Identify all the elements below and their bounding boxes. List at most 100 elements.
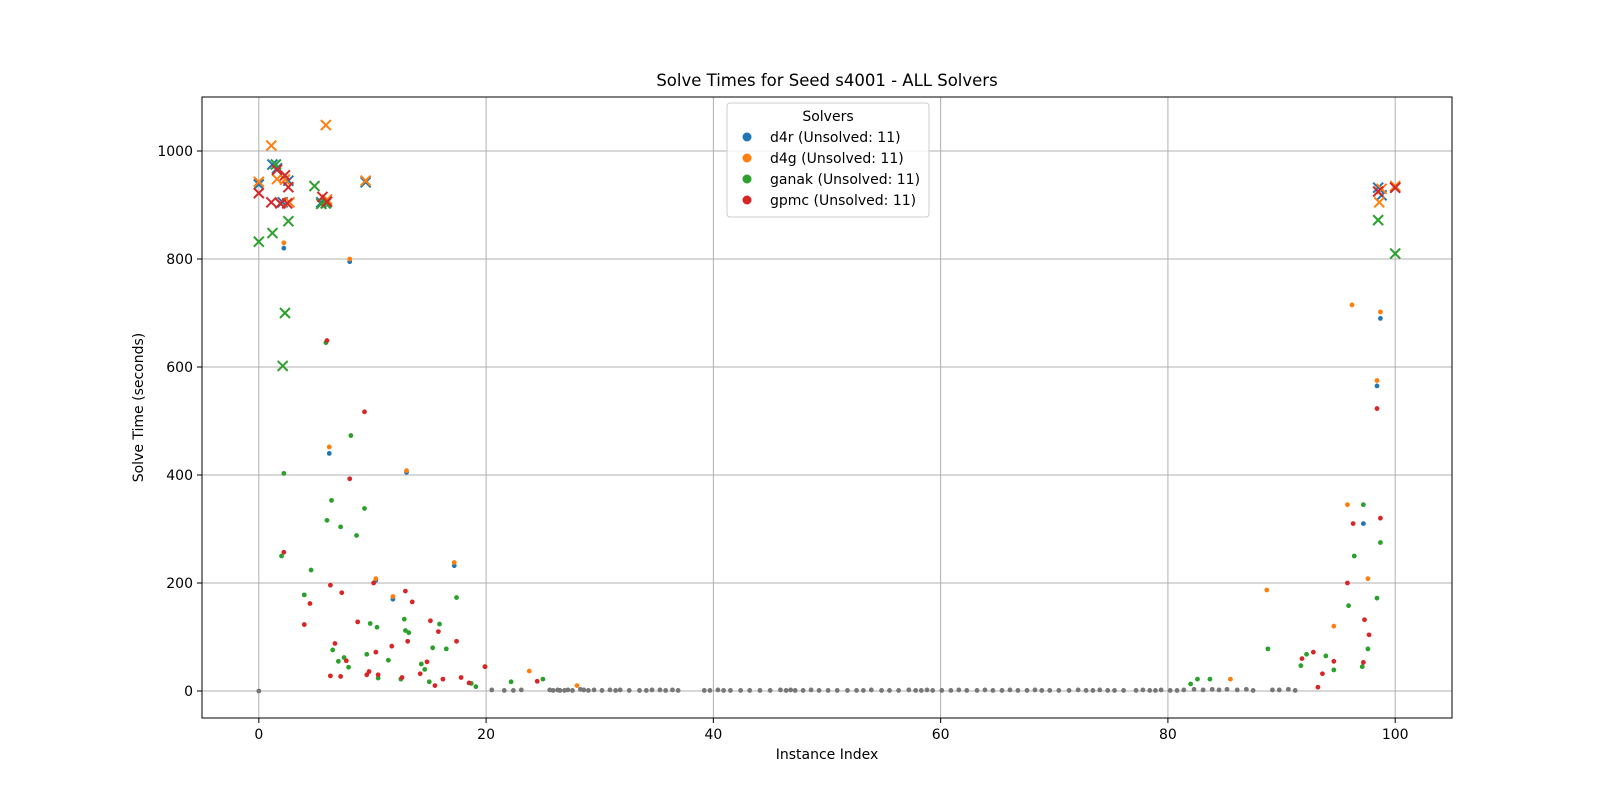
solved-point xyxy=(401,616,407,622)
solved-point xyxy=(570,688,575,693)
solved-point xyxy=(373,576,379,582)
solved-point xyxy=(1133,688,1139,693)
solved-point xyxy=(338,524,344,530)
series-4 xyxy=(256,686,1298,694)
solved-point xyxy=(403,588,408,594)
solved-point xyxy=(663,688,669,693)
unsolved-marker xyxy=(265,139,278,152)
solved-point xyxy=(1153,688,1158,693)
solved-point xyxy=(440,676,446,682)
solved-point xyxy=(550,688,556,693)
solved-point xyxy=(362,506,367,511)
solved-point xyxy=(1264,587,1270,593)
x-tick-label: 40 xyxy=(704,727,722,743)
solved-point xyxy=(617,687,623,693)
solved-point xyxy=(540,676,546,682)
solved-point xyxy=(792,688,798,693)
solved-point xyxy=(747,688,753,693)
x-axis-title: Instance Index xyxy=(776,747,879,763)
solved-point xyxy=(428,618,433,624)
solved-point xyxy=(338,674,344,679)
solved-point xyxy=(301,622,307,627)
series-2 xyxy=(253,158,1401,690)
solved-point xyxy=(896,688,901,693)
solved-point xyxy=(974,688,980,693)
unsolved-marker xyxy=(1372,214,1384,226)
solved-point xyxy=(324,517,330,523)
solved-point xyxy=(788,687,794,693)
solved-point xyxy=(581,687,587,693)
solved-point xyxy=(332,641,338,646)
solved-point xyxy=(599,688,605,693)
solved-point xyxy=(1351,553,1357,559)
solved-point xyxy=(281,549,287,555)
solved-point xyxy=(675,688,681,693)
solved-point xyxy=(458,675,464,680)
solved-point xyxy=(868,687,874,693)
unsolved-marker xyxy=(359,174,372,187)
solved-point xyxy=(1310,649,1316,655)
solved-point xyxy=(451,560,457,565)
solved-point xyxy=(375,672,381,678)
solved-point xyxy=(1331,658,1337,664)
legend-box xyxy=(726,102,930,218)
solved-point xyxy=(670,687,675,693)
legend-title: Solvers xyxy=(802,109,853,125)
data-marks xyxy=(253,119,1401,694)
unsolved-marker xyxy=(266,227,279,239)
unsolved-marker xyxy=(279,173,291,186)
solved-point xyxy=(482,664,488,670)
x-tick-label: 100 xyxy=(1382,727,1409,743)
series-0 xyxy=(253,158,1401,602)
unsolved-marker xyxy=(1389,180,1401,192)
solved-point xyxy=(1066,688,1072,693)
solved-point xyxy=(1365,576,1371,582)
y-tick-label: 0 xyxy=(184,684,193,700)
solved-point xyxy=(721,688,726,693)
unsolved-marker xyxy=(279,307,291,319)
solved-point xyxy=(389,643,395,649)
solved-point xyxy=(999,688,1005,693)
solved-point xyxy=(308,567,314,573)
solved-point xyxy=(1378,309,1383,315)
solved-point xyxy=(1265,646,1271,652)
solved-point xyxy=(367,621,373,626)
solved-point xyxy=(435,629,441,634)
solved-point xyxy=(1105,688,1111,693)
unsolved-marker xyxy=(1389,247,1401,260)
solved-point xyxy=(354,533,359,538)
solved-point xyxy=(399,675,405,680)
unsolved-marker xyxy=(253,187,265,199)
unsolved-marker xyxy=(1372,185,1384,198)
solved-point xyxy=(1350,521,1356,526)
solved-point xyxy=(371,580,376,586)
solved-point xyxy=(1039,688,1045,693)
solved-point xyxy=(385,657,391,663)
solved-point xyxy=(1007,687,1013,693)
solved-point xyxy=(301,592,307,598)
solved-point xyxy=(1360,521,1366,526)
unsolved-marker xyxy=(282,181,295,193)
solved-point xyxy=(339,590,345,596)
solved-point xyxy=(964,688,970,693)
solved-point xyxy=(1140,687,1146,693)
x-tick-label: 0 xyxy=(254,727,263,743)
solved-point xyxy=(924,687,930,693)
solved-point xyxy=(443,646,449,652)
unsolved-marker xyxy=(308,180,321,192)
solved-point xyxy=(1304,651,1309,657)
solved-point xyxy=(430,645,436,651)
solved-point xyxy=(256,688,262,694)
solved-point xyxy=(557,688,563,693)
x-tick-label: 20 xyxy=(477,727,495,743)
unsolved-marker xyxy=(279,169,291,182)
solved-point xyxy=(373,649,379,655)
solved-point xyxy=(1366,632,1372,638)
legend-label: gpmc (Unsolved: 11) xyxy=(770,193,916,209)
unsolved-marker xyxy=(282,215,295,227)
solved-point xyxy=(1292,688,1298,693)
solved-point xyxy=(362,409,367,415)
solved-point xyxy=(1315,684,1321,690)
solved-point xyxy=(990,688,996,693)
solved-point xyxy=(279,553,284,559)
